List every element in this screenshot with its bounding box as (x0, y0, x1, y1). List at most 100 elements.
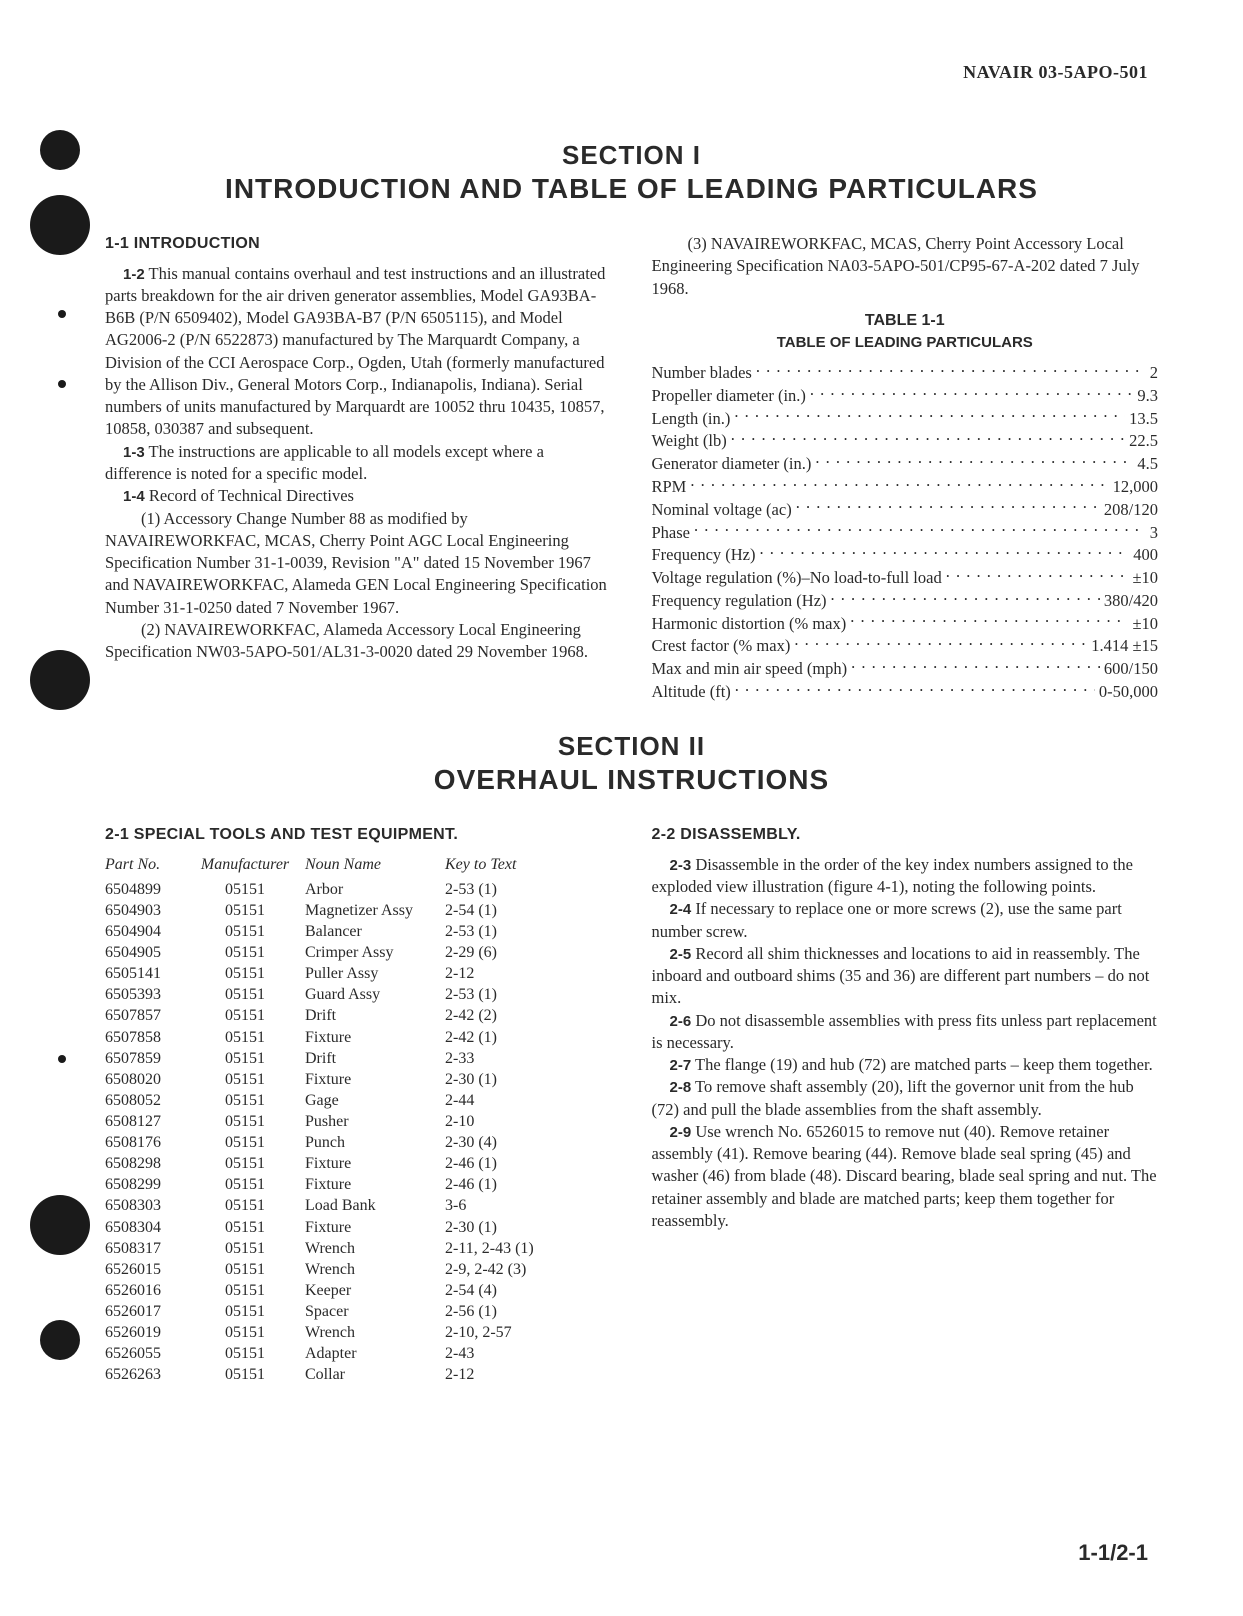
para-text: The flange (19) and hub (72) are matched… (691, 1055, 1153, 1074)
table-cell: 6508317 (105, 1238, 195, 1259)
spec-value: 9.3 (1137, 385, 1158, 407)
table-cell: 05151 (195, 1111, 305, 1132)
para-text: Use wrench No. 6526015 to remove nut (40… (652, 1122, 1157, 1230)
table-cell: Adapter (305, 1343, 445, 1364)
leading-particulars-row: Frequency regulation (Hz)380/420 (652, 589, 1159, 612)
punch-hole (30, 650, 90, 710)
section-2: SECTION II OVERHAUL INSTRUCTIONS 2-1 SPE… (105, 731, 1158, 1385)
spec-label: Altitude (ft) (652, 681, 731, 703)
table-row: 652601905151Wrench2-10, 2-57 (105, 1322, 612, 1343)
table-cell: 2-42 (1) (445, 1027, 612, 1048)
para-2-8: 2-8 To remove shaft assembly (20), lift … (652, 1076, 1159, 1121)
section-1-body: 1-1 INTRODUCTION 1-2 This manual contain… (105, 233, 1158, 703)
spec-value: 4.5 (1137, 453, 1158, 475)
section-2-label: SECTION II (105, 731, 1158, 762)
table-row: 650490405151Balancer2-53 (1) (105, 921, 612, 942)
leader-dots (690, 475, 1108, 492)
leader-dots (756, 362, 1146, 379)
leader-dots (946, 567, 1129, 584)
table-cell: Magnetizer Assy (305, 900, 445, 921)
leading-particulars-row: Voltage regulation (%)–No load-to-full l… (652, 567, 1159, 590)
table-cell: Drift (305, 1005, 445, 1026)
leading-particulars-row: Length (in.)13.5 (652, 407, 1159, 430)
table-cell: 2-53 (1) (445, 984, 612, 1005)
leader-dots (851, 658, 1100, 675)
table-cell: Wrench (305, 1322, 445, 1343)
document-number: NAVAIR 03-5APO-501 (963, 62, 1148, 83)
table-row: 650817605151Punch2-30 (4) (105, 1132, 612, 1153)
table-row: 650830305151Load Bank3-6 (105, 1195, 612, 1216)
para-2-7: 2-7 The flange (19) and hub (72) are mat… (652, 1054, 1159, 1076)
table-cell: Fixture (305, 1217, 445, 1238)
table-cell: 05151 (195, 1259, 305, 1280)
leading-particulars-list: Number blades2Propeller diameter (in.)9.… (652, 362, 1159, 703)
spec-label: Crest factor (% max) (652, 635, 791, 657)
table-cell: 2-54 (1) (445, 900, 612, 921)
para-text: Do not disassemble assemblies with press… (652, 1011, 1157, 1052)
para-1-4-sub3: (3) NAVAIREWORKFAC, MCAS, Cherry Point A… (652, 233, 1159, 300)
table-cell: 05151 (195, 1174, 305, 1195)
para-1-4-sub2: (2) NAVAIREWORKFAC, Alameda Accessory Lo… (105, 619, 612, 664)
para-1-4-sub1: (1) Accessory Change Number 88 as modifi… (105, 508, 612, 619)
para-1-3: 1-3 The instructions are applicable to a… (105, 441, 612, 486)
table-cell: 05151 (195, 1090, 305, 1111)
table-cell: Drift (305, 1048, 445, 1069)
table-cell: 05151 (195, 1027, 305, 1048)
table-cell: 05151 (195, 1280, 305, 1301)
table-column-header: Manufacturer (195, 854, 305, 879)
spec-label: Phase (652, 522, 691, 544)
table-cell: Fixture (305, 1027, 445, 1048)
table-cell: 6505141 (105, 963, 195, 984)
table-header-row: Part No.ManufacturerNoun NameKey to Text (105, 854, 612, 879)
spec-label: Generator diameter (in.) (652, 453, 812, 475)
table-cell: 6526015 (105, 1259, 195, 1280)
para-2-9: 2-9 Use wrench No. 6526015 to remove nut… (652, 1121, 1159, 1232)
para-text: The instructions are applicable to all m… (105, 442, 544, 483)
table-cell: 05151 (195, 1005, 305, 1026)
table-row: 650829805151Fixture2-46 (1) (105, 1153, 612, 1174)
table-row: 650785805151Fixture2-42 (1) (105, 1027, 612, 1048)
punch-hole (40, 1320, 80, 1360)
table-cell: 2-56 (1) (445, 1301, 612, 1322)
table-cell: 05151 (195, 1238, 305, 1259)
leading-particulars-row: Propeller diameter (in.)9.3 (652, 384, 1159, 407)
table-cell: 05151 (195, 1195, 305, 1216)
table-cell: 2-10, 2-57 (445, 1322, 612, 1343)
para-num: 2-9 (670, 1124, 692, 1141)
table-cell: 2-44 (445, 1090, 612, 1111)
leading-particulars-row: Phase 3 (652, 521, 1159, 544)
para-num: 2-3 (670, 857, 692, 874)
table-cell: Gage (305, 1090, 445, 1111)
spec-label: Frequency regulation (Hz) (652, 590, 827, 612)
table-body: 650489905151Arbor2-53 (1)650490305151Mag… (105, 879, 612, 1386)
spec-value: ±10 (1132, 613, 1158, 635)
table-cell: 2-46 (1) (445, 1153, 612, 1174)
table-cell: 2-9, 2-42 (3) (445, 1259, 612, 1280)
table-cell: Collar (305, 1364, 445, 1385)
table-cell: 05151 (195, 1048, 305, 1069)
table-cell: 2-29 (6) (445, 942, 612, 963)
spec-value: 3 (1150, 522, 1158, 544)
table-row: 652605505151Adapter2-43 (105, 1343, 612, 1364)
table-cell: 05151 (195, 900, 305, 921)
table-row: 650805205151Gage2-44 (105, 1090, 612, 1111)
table-cell: Fixture (305, 1174, 445, 1195)
leading-particulars-row: Weight (lb)22.5 (652, 430, 1159, 453)
tools-block: 2-1 SPECIAL TOOLS AND TEST EQUIPMENT. Pa… (105, 824, 612, 1385)
spec-label: Length (in.) (652, 408, 731, 430)
table-cell: 6504903 (105, 900, 195, 921)
decor-dot (58, 380, 66, 388)
spec-value: 600/150 (1104, 658, 1158, 680)
table-cell: Pusher (305, 1111, 445, 1132)
table-cell: 6504899 (105, 879, 195, 900)
table-cell: 05151 (195, 1364, 305, 1385)
leading-particulars-row: Number blades2 (652, 362, 1159, 385)
table-cell: 6526055 (105, 1343, 195, 1364)
heading-disassembly: 2-2 DISASSEMBLY. (652, 824, 1159, 846)
table-cell: Fixture (305, 1069, 445, 1090)
spec-value: 0-50,000 (1099, 681, 1158, 703)
table-row: 650831705151Wrench2-11, 2-43 (1) (105, 1238, 612, 1259)
tools-table: Part No.ManufacturerNoun NameKey to Text… (105, 854, 612, 1386)
table-cell: 6508176 (105, 1132, 195, 1153)
spec-value: 400 (1133, 544, 1158, 566)
